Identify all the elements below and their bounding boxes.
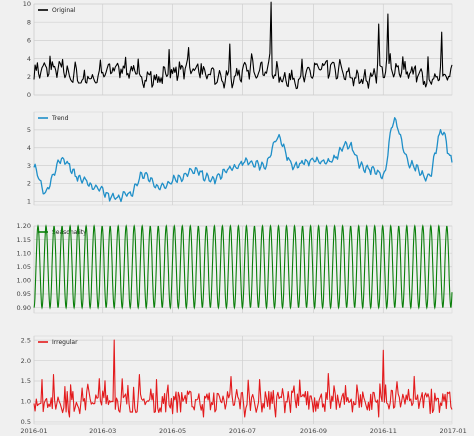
y-tick-label: 0 bbox=[27, 91, 31, 99]
y-tick-label: 1.5 bbox=[21, 377, 31, 385]
irregular-series-line bbox=[33, 339, 453, 418]
x-tick-label: 2016-11 bbox=[370, 427, 397, 435]
y-tick-label: 1.10 bbox=[17, 249, 31, 257]
y-tick-label: 1.15 bbox=[17, 236, 31, 244]
y-tick-label: 1.0 bbox=[21, 398, 31, 406]
x-tick-label: 2016-03 bbox=[89, 427, 116, 435]
y-tick-label: 2 bbox=[27, 180, 31, 188]
y-tick-label: 3 bbox=[27, 162, 31, 170]
legend-label: Irregular bbox=[52, 339, 78, 346]
legend-label: Trend bbox=[51, 115, 69, 122]
plot-area bbox=[33, 3, 453, 96]
trend-panel: 1 2 3 4 5 Trend bbox=[27, 111, 453, 206]
y-tick-label: 1.00 bbox=[17, 277, 31, 285]
x-tick-label: 2016-01 bbox=[20, 427, 47, 435]
plot-area bbox=[33, 335, 453, 425]
x-tick-label: 2016-05 bbox=[159, 427, 186, 435]
irregular-panel: 0.5 1.0 1.5 2.0 2.5 2016-01 2016-03 2016-05 2016… bbox=[20, 335, 467, 435]
original-panel: 0 2 4 6 8 10 Original bbox=[23, 0, 453, 99]
y-tick-label: 0.90 bbox=[17, 304, 31, 312]
x-tick-label: 2016-09 bbox=[300, 427, 327, 435]
y-tick-label: 6 bbox=[27, 37, 31, 45]
x-tick-label: 2016-07 bbox=[229, 427, 256, 435]
y-tick-label: 5 bbox=[27, 126, 31, 134]
x-tick-label: 2017-01 bbox=[440, 427, 467, 435]
y-tick-label: 10 bbox=[23, 0, 31, 8]
y-tick-label: 1.05 bbox=[17, 263, 31, 271]
y-tick-label: 2.5 bbox=[21, 336, 31, 344]
y-tick-label: 2 bbox=[27, 73, 31, 81]
y-tick-label: 0.5 bbox=[21, 418, 31, 426]
y-tick-label: 0.95 bbox=[17, 290, 31, 298]
trend-series-line bbox=[33, 117, 453, 203]
seasonality-series-line bbox=[33, 224, 453, 310]
y-tick-label: 8 bbox=[27, 18, 31, 26]
y-tick-label: 4 bbox=[27, 55, 31, 63]
plot-area bbox=[33, 111, 453, 206]
y-tick-label: 1.20 bbox=[17, 222, 31, 230]
y-tick-label: 1 bbox=[27, 198, 31, 206]
original-series-line bbox=[33, 1, 453, 90]
y-tick-label: 4 bbox=[27, 144, 31, 152]
legend-label: Original bbox=[52, 7, 76, 14]
y-tick-label: 2.0 bbox=[21, 357, 31, 365]
